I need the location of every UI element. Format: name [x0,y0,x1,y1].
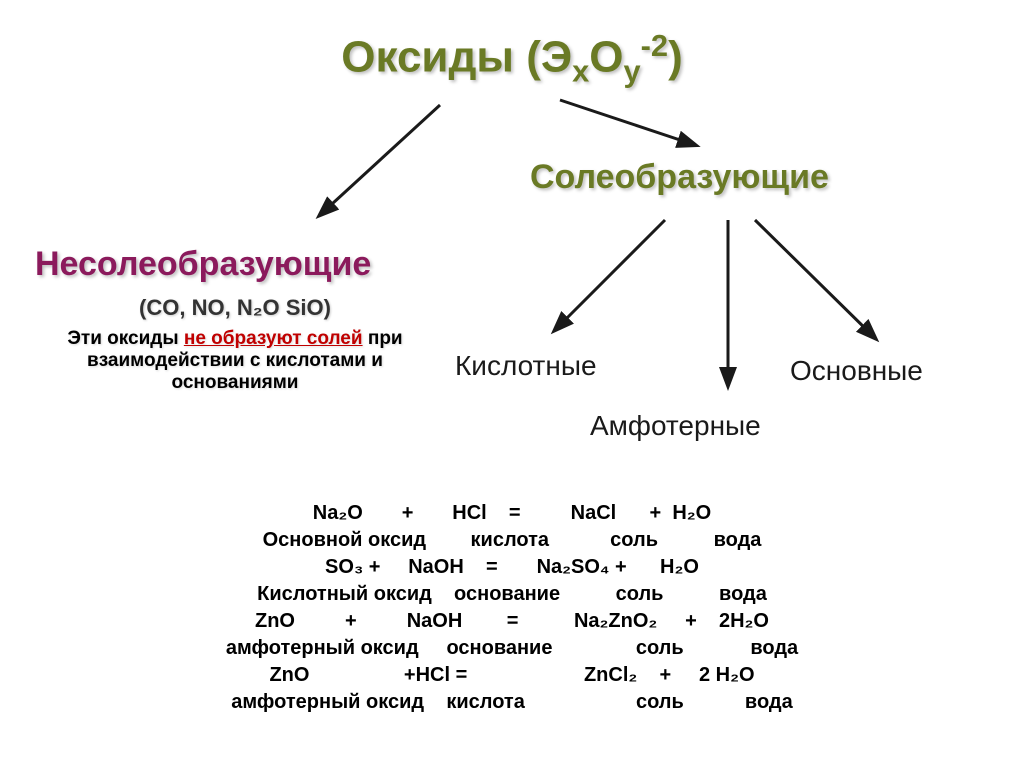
reaction-line: Na₂O + HCl = NaCl + H₂O [0,500,1024,527]
reaction-line: SO₃ + NaOH = Na₂SO₄ + H₂O [0,554,1024,581]
heading-right: Солеобразующие [530,158,829,197]
reaction-line: амфотерный оксид основание соль вода [0,635,1024,662]
reaction-line: ZnO +HCl = ZnCl₂ + 2 H₂O [0,662,1024,689]
cat-amphoteric: Амфотерные [590,410,761,442]
left-note: Эти оксиды не образуют солей при взаимод… [45,328,425,394]
left-examples: (CO, NO, N₂O SiO) [95,295,375,321]
page-title: Оксиды (ЭхОу-2) [0,28,1024,89]
arrow-cat-a [540,210,690,350]
arrow-to-right [540,90,720,160]
reactions-block: Na₂O + HCl = NaCl + H₂OОсновной оксид ки… [0,500,1024,716]
title-text: Оксиды (Э [341,33,572,82]
arrow-to-left [300,95,460,235]
reaction-line: ZnO + NaOH = Na₂ZnO₂ + 2H₂O [0,608,1024,635]
reaction-line: Кислотный оксид основание соль вода [0,581,1024,608]
heading-left: Несолеобразующие [35,245,371,284]
arrow-cat-c [740,210,900,360]
note-pre: Эти оксиды [67,328,183,349]
reaction-line: амфотерный оксид кислота соль вода [0,689,1024,716]
note-red: не образуют солей [184,328,363,349]
reaction-line: Основной оксид кислота соль вода [0,527,1024,554]
cat-acidic: Кислотные [455,350,597,382]
cat-basic: Основные [790,355,923,387]
